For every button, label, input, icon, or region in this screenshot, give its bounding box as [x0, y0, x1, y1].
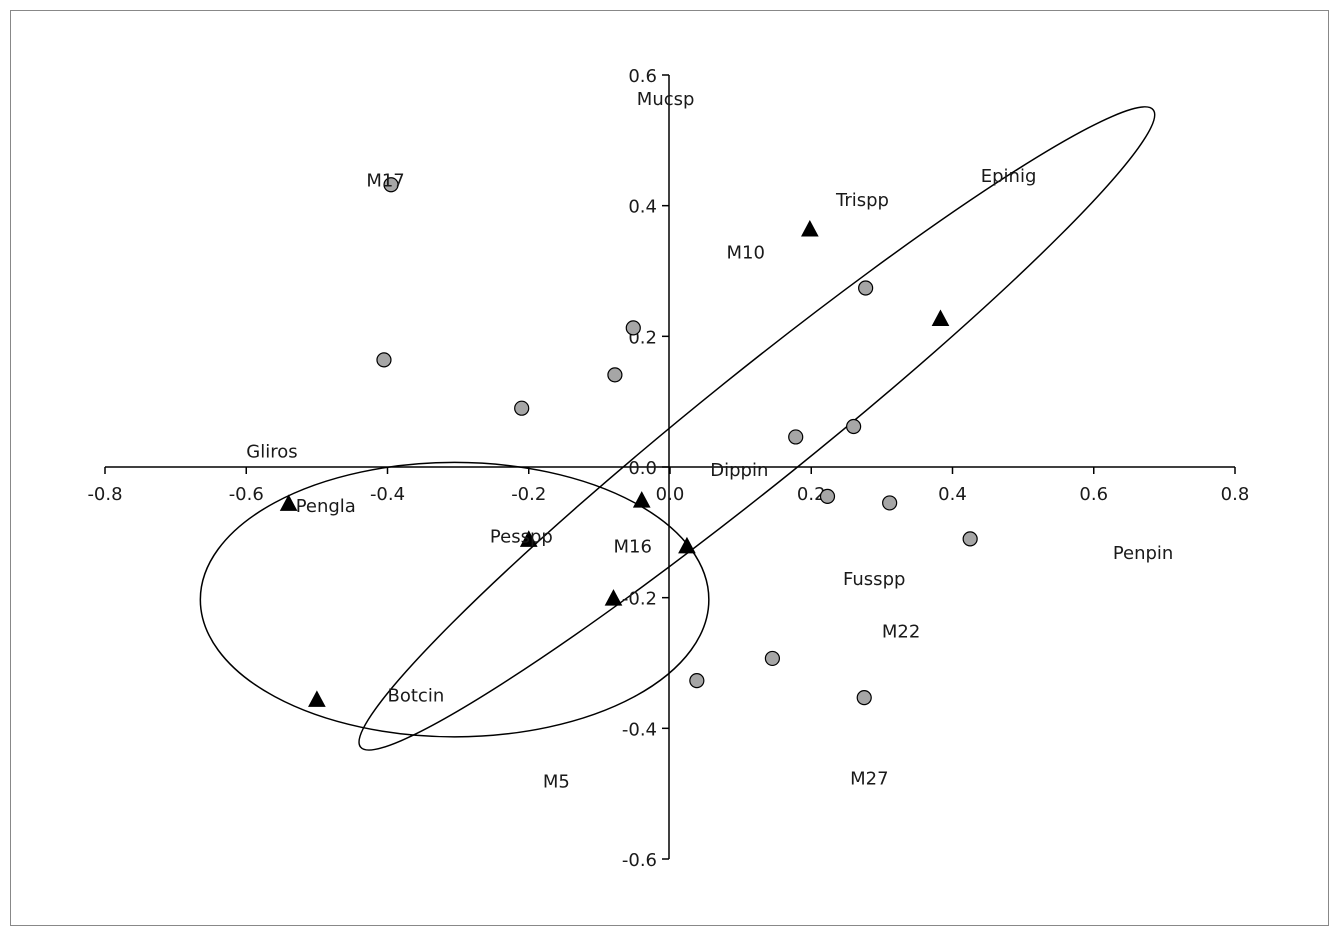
circle-marker [819, 488, 836, 504]
triangle-marker [678, 536, 696, 554]
circle-marker [858, 280, 874, 296]
ellipse-layer [199, 106, 1156, 751]
confidence-ellipse-2 [199, 461, 710, 738]
circle-marker [383, 177, 399, 193]
point-label: Mucsp [637, 89, 695, 110]
point-labels-layer: Mucsp M17 Trispp Epinig M10 Gliros Pengla Dippi… [246, 89, 1173, 793]
x-tick-label: 0.8 [1221, 484, 1250, 505]
circle-marker [514, 400, 530, 416]
y-tick-label: 0.6 [628, 66, 657, 87]
point-label: Gliros [246, 442, 297, 463]
point-label: Penpin [1113, 543, 1174, 564]
point-label: M27 [850, 768, 888, 789]
circle-marker [689, 673, 705, 689]
circle-marker [625, 320, 641, 336]
chart-frame: -0.8 -0.6 -0.4 -0.2 0.0 0.2 0.4 0.6 0.8 0.6 0.4 0.2… [10, 10, 1329, 926]
x-tick-label: -0.8 [87, 484, 122, 505]
confidence-ellipse-1 [358, 106, 1156, 751]
y-tick-label: 0.4 [628, 197, 657, 218]
circle-marker [788, 429, 804, 445]
x-tick-label: -0.4 [370, 484, 405, 505]
point-label: M17 [366, 171, 404, 192]
point-label: M5 [543, 772, 570, 793]
x-tick-label: 0.2 [797, 484, 826, 505]
point-label: M10 [727, 242, 765, 263]
circle-marker [962, 531, 978, 547]
triangle-marker [279, 494, 298, 511]
circle-marker [607, 367, 623, 383]
point-label: Epinig [981, 166, 1037, 187]
point-label: Trispp [835, 190, 889, 211]
circle-marker [764, 650, 781, 667]
x-tick-label: -0.6 [229, 484, 264, 505]
circle-marker [846, 418, 862, 435]
y-tick-label: -0.6 [622, 850, 657, 871]
triangle-marker [308, 690, 326, 707]
point-label: Fusspp [843, 569, 905, 590]
x-tick-label: 0.4 [938, 484, 967, 505]
x-tick-label: 0.0 [656, 484, 685, 505]
points-layer [279, 177, 978, 707]
point-label: Dippin [710, 460, 768, 481]
point-label: Pesspp [490, 527, 553, 548]
y-tick-label: 0.0 [628, 458, 657, 479]
point-label: Botcin [388, 685, 445, 706]
triangle-marker [519, 530, 538, 547]
triangle-marker [931, 309, 950, 327]
point-label: Pengla [296, 496, 356, 517]
y-tick-label: -0.4 [622, 719, 657, 740]
triangle-marker [604, 589, 623, 606]
axes-layer: -0.8 -0.6 -0.4 -0.2 0.0 0.2 0.4 0.6 0.80.60.40.2… [87, 66, 1249, 871]
point-label: M22 [882, 621, 920, 642]
triangle-marker [632, 491, 651, 508]
point-label: M16 [614, 536, 652, 557]
circle-marker [376, 352, 392, 368]
x-tick-label: -0.2 [511, 484, 546, 505]
x-tick-label: 0.6 [1079, 484, 1108, 505]
circle-marker [882, 495, 898, 511]
circle-marker [856, 690, 872, 706]
ordination-scatter-plot: -0.8 -0.6 -0.4 -0.2 0.0 0.2 0.4 0.6 0.80.60.40.2… [87, 66, 1249, 871]
y-tick-label: -0.2 [622, 589, 657, 610]
triangle-marker [801, 219, 819, 237]
